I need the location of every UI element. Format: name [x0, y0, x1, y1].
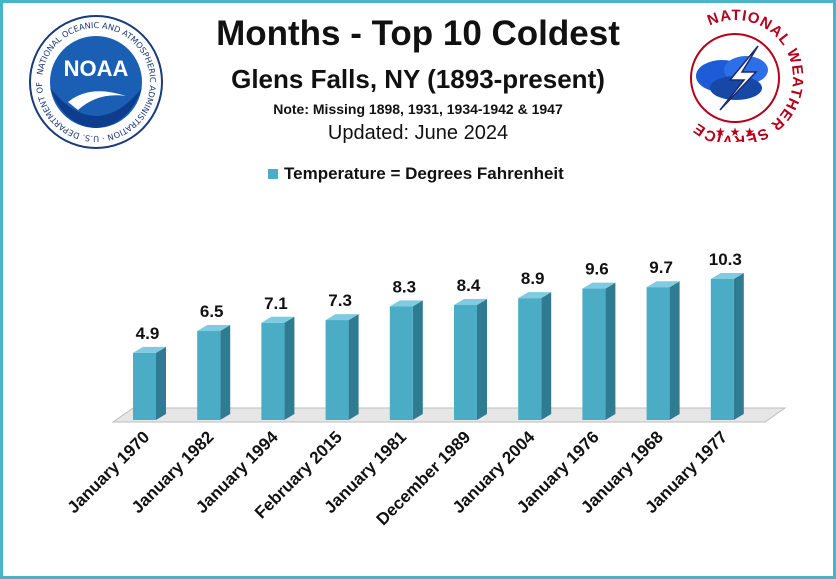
bar-top [133, 346, 166, 353]
bar [261, 322, 285, 420]
bar-side [156, 346, 166, 420]
bar [389, 306, 413, 420]
bar [454, 305, 477, 420]
chart-title: Months - Top 10 Coldest [216, 14, 620, 53]
data-gap-note: Note: Missing 1898, 1931, 1934-1942 & 19… [273, 101, 563, 117]
svg-text:★ ★ ★: ★ ★ ★ [715, 125, 755, 139]
bar-side [669, 281, 680, 420]
bar [197, 331, 221, 420]
nws-logo: NATIONAL WEATHER SERVICE ★ ★ ★ [660, 6, 810, 149]
bar-top [389, 300, 423, 307]
bar-top [646, 281, 680, 288]
chart-subtitle: Glens Falls, NY (1893-present) [231, 64, 605, 94]
data-label: 4.9 [136, 324, 160, 343]
noaa-center-text: NOAA [64, 56, 129, 81]
bar-side [412, 300, 423, 420]
bar-side [605, 282, 616, 420]
bar [646, 287, 670, 420]
bar-side [733, 273, 744, 420]
chart-legend: Temperature = Degrees Fahrenheit [268, 163, 564, 185]
bar-side [220, 325, 231, 420]
data-label: 9.7 [649, 258, 673, 277]
data-label: 10.3 [709, 250, 742, 269]
bar-side [348, 314, 359, 420]
bar-top [261, 316, 295, 323]
bar-top [582, 282, 616, 289]
data-label: 7.3 [328, 291, 352, 310]
bar-side [477, 299, 487, 420]
updated-date: Updated: June 2024 [327, 122, 509, 144]
bar-side [284, 316, 295, 420]
bar-top [710, 273, 744, 279]
data-label: 6.5 [200, 302, 224, 321]
data-label: 8.4 [457, 276, 481, 295]
data-label: 7.1 [264, 294, 288, 313]
data-label: 8.3 [392, 277, 416, 296]
legend-swatch [268, 169, 278, 179]
bar [133, 352, 156, 420]
bar-top [454, 299, 487, 306]
bar [582, 288, 606, 420]
bar [710, 279, 734, 420]
data-label: 8.9 [521, 269, 545, 288]
bar-side [541, 292, 552, 420]
bar-top [518, 292, 552, 299]
bar [325, 320, 349, 420]
noaa-logo: NATIONAL OCEANIC AND ATMOSPHERIC ADMINIS… [24, 6, 164, 155]
bar-top [197, 325, 231, 332]
legend-label: Temperature = Degrees Fahrenheit [284, 164, 564, 183]
data-label: 9.6 [585, 260, 609, 279]
bar-top [325, 314, 359, 321]
bar [518, 298, 542, 420]
